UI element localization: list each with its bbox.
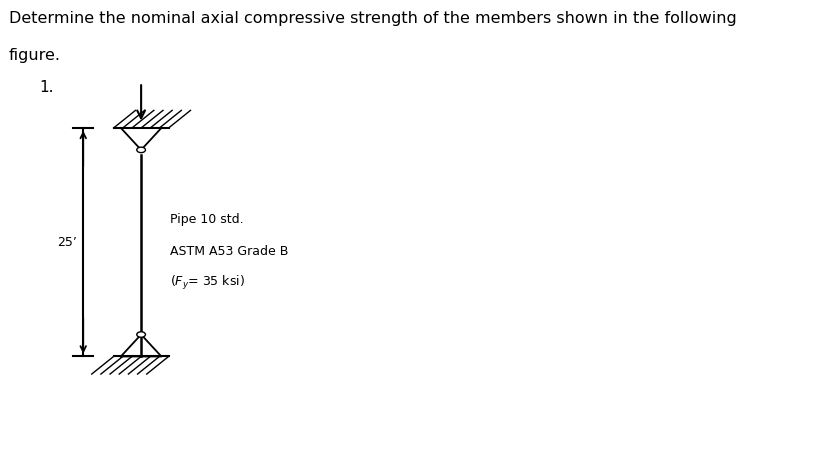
Text: Pipe 10 std.: Pipe 10 std. — [170, 213, 243, 226]
Text: 25’: 25’ — [58, 236, 77, 249]
Text: ASTM A53 Grade B: ASTM A53 Grade B — [170, 245, 289, 258]
Text: 1.: 1. — [39, 80, 54, 95]
Text: Determine the nominal axial compressive strength of the members shown in the fol: Determine the nominal axial compressive … — [9, 11, 737, 27]
Circle shape — [136, 332, 145, 337]
Circle shape — [136, 147, 145, 153]
Text: ($F_y$= 35 ksi): ($F_y$= 35 ksi) — [170, 274, 245, 292]
Text: figure.: figure. — [9, 48, 61, 63]
